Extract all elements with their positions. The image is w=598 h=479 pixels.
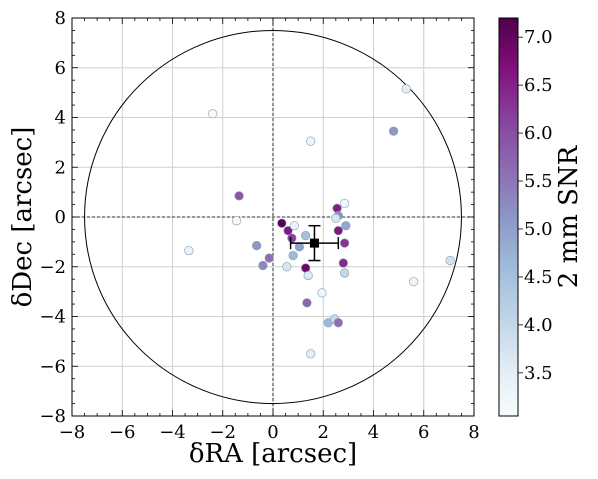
x-axis-label: δRA [arcsec]: [189, 439, 357, 469]
data-point: [333, 226, 343, 236]
colorbar-tick-label: 5.0: [524, 219, 553, 240]
data-point: [445, 255, 455, 266]
data-point: [317, 288, 327, 298]
data-point: [277, 218, 287, 228]
x-tick-label: 4: [368, 422, 379, 443]
data-point: [340, 268, 350, 278]
data-point: [303, 270, 313, 281]
colorbar-tick-label: 4.5: [524, 267, 553, 288]
data-point: [302, 298, 312, 308]
data-point: [331, 213, 341, 223]
data-point: [306, 349, 316, 359]
y-tick-label: 4: [55, 108, 66, 129]
x-tick-label: −4: [159, 422, 186, 443]
data-point: [258, 260, 268, 271]
data-point: [282, 262, 292, 272]
data-point: [409, 277, 419, 287]
data-point: [252, 241, 262, 251]
y-tick-labels: −8 −6 −4 −2 0 2 4 6 8: [39, 8, 66, 427]
y-tick-label: −6: [39, 356, 66, 377]
data-point: [332, 203, 342, 213]
colorbar-ticks: 3.5 4.0 4.5 5.0 5.5 6.0 6.5 7.0: [518, 27, 553, 384]
data-point: [340, 198, 350, 208]
colorbar-bar: [498, 17, 519, 417]
y-tick-label: −8: [39, 406, 66, 427]
x-tick-label: 8: [468, 422, 479, 443]
mean-offset-errorbar: [289, 224, 340, 262]
x-tick-label: 6: [418, 422, 429, 443]
y-tick-label: 8: [55, 8, 66, 29]
colorbar-tick-label: 3.5: [524, 363, 553, 384]
data-point: [301, 231, 311, 241]
x-tick-labels: −8 −6 −4 −2 0 2 4 6 8: [59, 422, 480, 443]
colorbar-tick-label: 5.5: [524, 171, 553, 192]
data-point: [289, 221, 299, 231]
x-tick-label: 0: [267, 422, 278, 443]
data-point: [338, 258, 348, 268]
data-point: [208, 109, 218, 119]
axis-ticks: [71, 17, 475, 417]
x-tick-label: 2: [318, 422, 329, 443]
x-tick-label: −6: [109, 422, 136, 443]
colorbar-label: 2 mm SNR: [554, 144, 584, 288]
plot-area: −8 −6 −4 −2 0 2 4 6 8 −8 −6 −4 −2 0 2 4 6 8: [39, 8, 479, 443]
colorbar-tick-label: 7.0: [524, 27, 553, 48]
data-point: [306, 136, 316, 146]
reference-lines: [72, 18, 474, 416]
colorbar-tick-label: 6.0: [524, 123, 553, 144]
data-point: [231, 216, 242, 226]
data-point: [264, 253, 274, 263]
data-point: [283, 226, 293, 236]
y-tick-label: −2: [39, 257, 66, 278]
y-tick-label: 0: [55, 207, 66, 228]
field-circle: [84, 29, 462, 405]
x-tick-label: −8: [59, 422, 86, 443]
data-point: [333, 318, 343, 328]
data-point: [401, 84, 411, 94]
colorbar: 3.5 4.0 4.5 5.0 5.5 6.0 6.5 7.0 2 mm SNR: [498, 17, 584, 417]
data-point: [234, 191, 244, 201]
y-axis-label: δDec [arcsec]: [8, 127, 38, 308]
data-point: [287, 233, 297, 243]
data-points: [184, 84, 455, 359]
data-point: [184, 245, 194, 256]
data-point: [288, 250, 298, 261]
colorbar-tick-label: 6.5: [524, 75, 553, 96]
data-point: [340, 238, 350, 248]
x-tick-label: −2: [209, 422, 236, 443]
field-circle-group: [84, 29, 462, 405]
colorbar-tick-label: 4.0: [524, 315, 553, 336]
mean-offset-marker: [309, 238, 319, 248]
y-tick-label: 2: [55, 157, 66, 178]
data-point: [341, 221, 351, 231]
data-point: [389, 126, 399, 136]
y-tick-label: 6: [55, 58, 66, 79]
y-tick-label: −4: [39, 307, 66, 328]
